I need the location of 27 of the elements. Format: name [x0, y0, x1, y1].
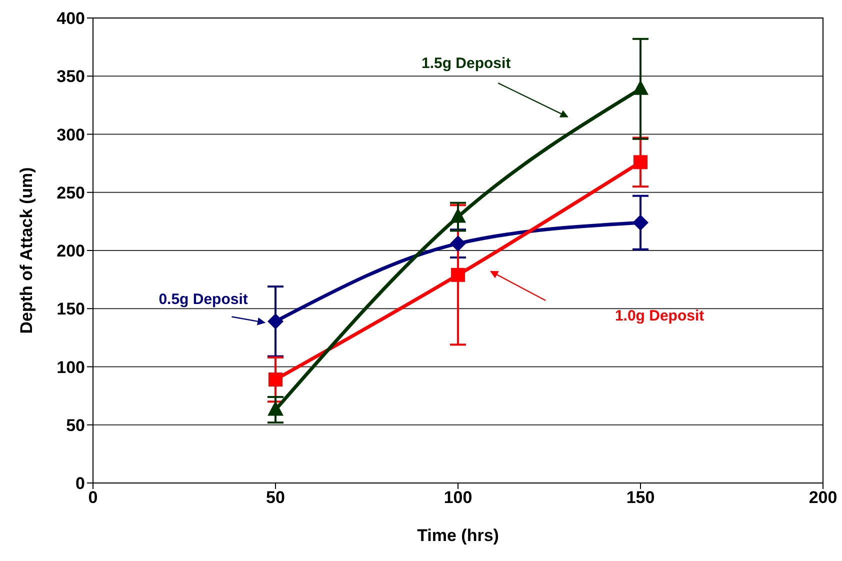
point: [450, 208, 466, 223]
text: 1.0g Deposit: [614, 307, 704, 324]
y-tick-label: 250: [56, 183, 85, 202]
y-tick-label: 200: [56, 242, 85, 261]
point: [634, 155, 648, 170]
point: [632, 214, 648, 231]
y-tick-label: 300: [56, 125, 85, 144]
y-tick-label: 50: [66, 416, 85, 435]
point: [451, 268, 465, 282]
x-tick-label: 50: [266, 488, 285, 508]
series-label: 0.5g Deposit: [158, 290, 248, 308]
x-tick-label: 200: [808, 488, 838, 508]
text: 1.5g Deposit: [422, 54, 511, 72]
point: [268, 313, 284, 330]
y-tick-label: 0: [76, 474, 85, 494]
point: [268, 400, 284, 416]
x-tick-label: 100: [444, 488, 472, 508]
y-tick-label: 400: [56, 9, 85, 28]
y-tick-label: 350: [56, 67, 85, 86]
point: [450, 236, 466, 252]
x-axis-title: Time (hrs): [417, 526, 499, 545]
x-tick-label: 0: [88, 488, 98, 508]
point: [268, 372, 282, 387]
y-tick-label: 100: [56, 358, 85, 377]
y-axis-title: Depth of Attack (um): [17, 167, 36, 334]
x-tick-label: 150: [626, 488, 655, 508]
y-tick-label: 150: [56, 300, 85, 319]
